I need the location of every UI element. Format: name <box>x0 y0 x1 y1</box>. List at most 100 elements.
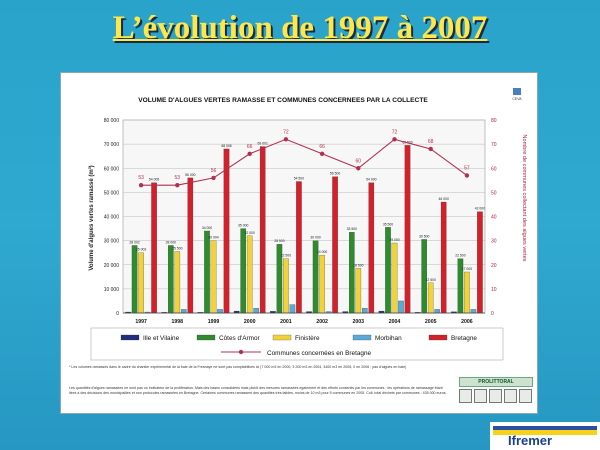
x-tick-label: 2003 <box>353 319 365 325</box>
bar-value-label: 22 500 <box>281 254 291 258</box>
y-tick-label: 60 000 <box>104 166 120 172</box>
y-tick-label: 40 000 <box>104 215 120 221</box>
legend: Ille et Vilaine Côtes d'Armor Finistère Mor… <box>90 327 504 361</box>
legend-line-marker <box>238 349 244 355</box>
line-point <box>319 151 325 156</box>
bar <box>138 252 144 314</box>
line-value-label: 60 <box>356 158 362 164</box>
line-point <box>283 137 289 142</box>
bar <box>187 177 194 314</box>
bar <box>296 181 302 314</box>
line-point <box>138 182 144 188</box>
y-axis-label: Volume d'algues vertes ramassé (m³) <box>88 165 95 270</box>
bar <box>391 242 398 314</box>
y-tick-label: 30 000 <box>104 239 120 245</box>
x-tick-label: 2002 <box>316 319 328 325</box>
bar-value-label: 12 500 <box>426 278 436 282</box>
bar <box>246 235 253 314</box>
y2-tick-label: 30 <box>491 239 497 245</box>
slide-title: L’évolution de 1997 à 2007 <box>112 10 488 46</box>
partner-logo-5 <box>519 389 532 403</box>
y-tick-label: 50 000 <box>104 190 120 196</box>
legend-box <box>90 327 504 361</box>
y-tick-label: 10 000 <box>104 287 120 293</box>
bar <box>362 308 368 314</box>
y-tick-label: 70 000 <box>104 142 120 148</box>
x-tick-label: 1999 <box>208 319 220 325</box>
y2-tick-label: 80 <box>491 118 497 124</box>
line-value-label: 66 <box>319 144 325 150</box>
line-value-label: 72 <box>392 129 398 135</box>
legend-label: Ille et Vilaine <box>143 335 180 342</box>
legend-label: Finistère <box>295 335 320 342</box>
bar <box>440 201 447 314</box>
bar <box>259 146 266 314</box>
x-tick-label: 2001 <box>280 319 292 325</box>
line-point <box>464 173 470 178</box>
bar <box>283 258 289 314</box>
bar <box>168 245 174 314</box>
prolittoral-strip: PROLITTORAL <box>459 377 533 387</box>
partner-logos: PROLITTORAL <box>459 377 533 407</box>
bar-value-label: 56 000 <box>185 173 195 177</box>
bar <box>421 239 427 314</box>
bar <box>427 282 434 314</box>
bar-value-label: 28 002 <box>129 240 139 244</box>
legend-label: Côtes d'Armor <box>219 335 261 342</box>
bar <box>434 309 440 314</box>
y2-tick-label: 60 <box>491 166 497 172</box>
y2-axis-label: Nombre de communes collectant des algues… <box>521 134 527 261</box>
legend-swatch <box>352 334 372 341</box>
line-point <box>392 137 397 142</box>
x-tick-label: 2000 <box>244 319 256 325</box>
x-tick-label: 2005 <box>425 319 437 325</box>
bar-value-label: 32 000 <box>245 231 255 235</box>
bar <box>368 182 375 314</box>
bar-value-label: 54 000 <box>366 178 376 182</box>
bar-value-label: 30 000 <box>310 236 320 240</box>
bar-value-label: 33 500 <box>347 227 357 231</box>
svg-text:CEVA: CEVA <box>512 97 522 101</box>
y2-tick-label: 50 <box>491 190 497 196</box>
y2-tick-label: 40 <box>491 215 497 221</box>
bar <box>319 254 325 314</box>
partner-logo-1 <box>459 389 472 403</box>
bar-value-label: 30 004 <box>208 236 218 240</box>
bar <box>240 228 246 314</box>
plot-area: 0 10 000 20 000 30 000 40 000 50 000 60 000 70 … <box>104 118 497 325</box>
bar <box>210 240 217 314</box>
y2-tick-label: 20 <box>491 263 497 269</box>
bar-value-label: 35 500 <box>383 222 393 226</box>
bar <box>477 211 483 314</box>
legend-swatch <box>196 334 216 341</box>
bar-value-label: 24 000 <box>317 250 327 254</box>
partner-logo-4 <box>504 389 517 403</box>
y2-tick-label: 0 <box>491 311 494 317</box>
brand-name: Ifremer <box>508 433 553 448</box>
bar-value-label: 35 000 <box>238 224 248 228</box>
bar <box>349 232 355 314</box>
line-point <box>175 182 180 188</box>
bar-value-label: 28 000 <box>166 240 176 244</box>
line-point <box>211 175 216 181</box>
partner-logo-2 <box>474 389 487 403</box>
legend-label: Communes concernées en Bretagne <box>267 350 372 357</box>
bar-value-label: 56 500 <box>330 172 340 176</box>
x-tick-label: 2006 <box>461 319 473 325</box>
bar <box>470 309 477 314</box>
x-tick-label: 1997 <box>135 319 147 325</box>
bar-value-label: 46 000 <box>439 197 449 201</box>
bar <box>253 308 259 314</box>
bar <box>289 304 296 314</box>
chart-panel: VOLUME D'ALGUES VERTES RAMASSE ET COMMUN… <box>60 72 538 414</box>
x-tick-label: 1998 <box>172 319 184 325</box>
bar <box>131 245 138 314</box>
bar-value-label: 34 000 <box>202 226 212 230</box>
line-point <box>356 166 361 171</box>
bar-value-label: 69 001 <box>258 142 268 146</box>
bar <box>204 230 210 314</box>
bar-value-label: 29 000 <box>389 238 399 242</box>
bar <box>217 309 223 314</box>
bar <box>223 148 230 314</box>
partner-logo-3 <box>489 389 502 403</box>
